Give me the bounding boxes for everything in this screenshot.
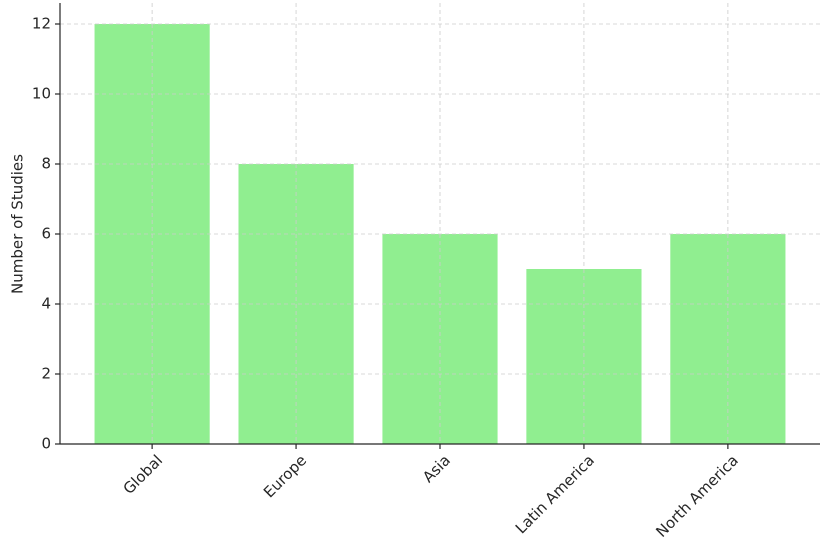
y-axis-label: Number of Studies — [9, 154, 27, 294]
y-tick-label: 12 — [32, 15, 51, 33]
y-tick-label: 4 — [41, 295, 51, 313]
x-tick-label: Global — [120, 451, 167, 498]
y-tick-label: 2 — [41, 365, 51, 383]
y-tick-label: 0 — [41, 435, 51, 453]
y-tick-label: 8 — [41, 155, 51, 173]
x-tick-label: Asia — [419, 451, 454, 486]
x-tick-label: Europe — [260, 451, 310, 501]
y-tick-label: 6 — [41, 225, 51, 243]
x-tick-label: North America — [652, 451, 742, 541]
y-tick-label: 10 — [32, 85, 51, 103]
x-tick-label: Latin America — [512, 451, 598, 537]
